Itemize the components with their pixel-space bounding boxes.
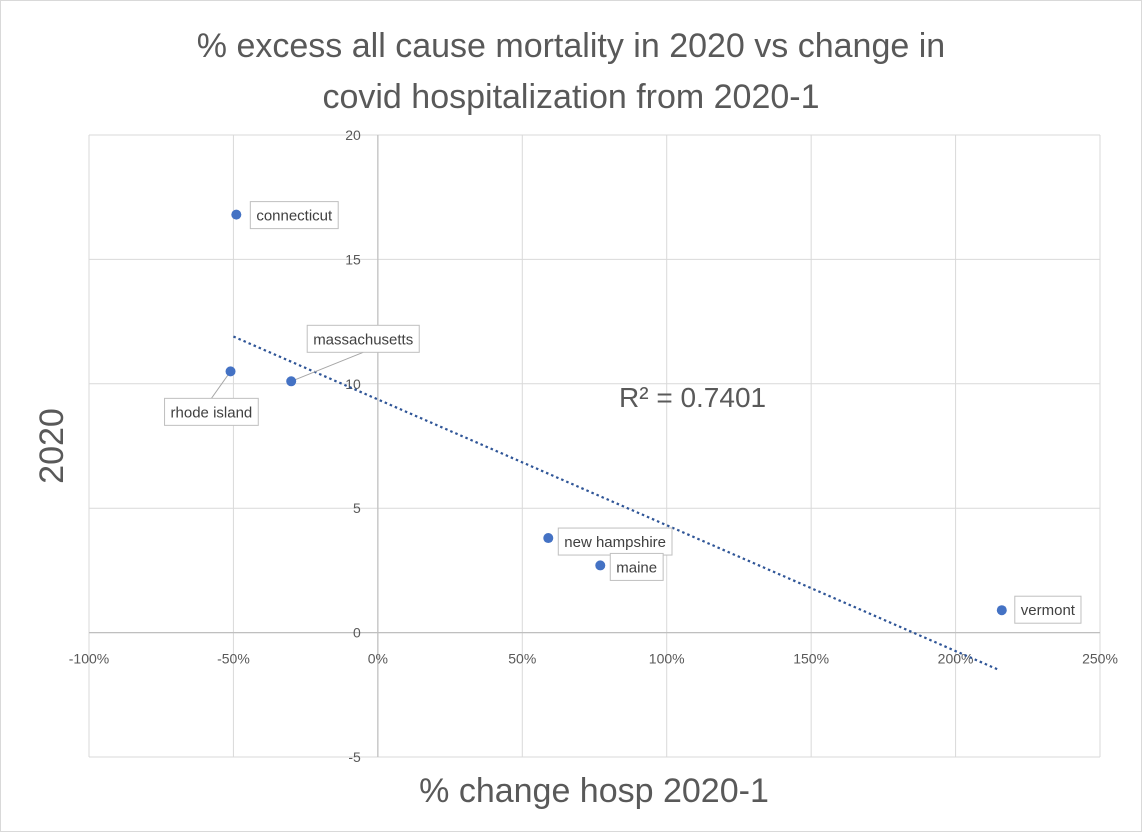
- data-label-text: connecticut: [256, 208, 333, 225]
- data-label: rhode island: [164, 397, 259, 426]
- x-tick-label: 50%: [508, 651, 536, 667]
- x-tick-label: 250%: [1082, 651, 1118, 667]
- data-point: [595, 560, 606, 571]
- y-tick-labels: -5 0 5 10 15 20: [345, 127, 361, 765]
- trendline-group: [232, 335, 1000, 671]
- data-point: [286, 376, 297, 387]
- x-tick-label: 0%: [368, 651, 388, 667]
- y-tick-label: 5: [353, 500, 361, 516]
- label-leader-line: [210, 371, 231, 399]
- data-label: new hampshire: [557, 527, 673, 556]
- data-point: [543, 533, 554, 544]
- y-tick-label: 20: [345, 127, 361, 143]
- chart-title-line-1: % excess all cause mortality in 2020 vs …: [197, 27, 945, 65]
- y-axis-title: 2020: [33, 408, 71, 484]
- data-label-boxes: connecticut rhode island massachusetts new …: [164, 201, 1082, 624]
- y-tick-label: 10: [345, 376, 361, 392]
- data-label-text: vermont: [1021, 602, 1076, 619]
- data-label-box: [557, 527, 673, 556]
- x-tick-labels: -100% -50% 0% 50% 100% 150% 200% 250%: [69, 651, 1118, 667]
- data-label: maine: [609, 552, 664, 581]
- y-tick-label: -5: [348, 749, 361, 765]
- data-label: connecticut: [249, 201, 339, 230]
- x-tick-label: -50%: [217, 651, 250, 667]
- x-axis-title: % change hosp 2020-1: [419, 772, 769, 810]
- data-label-text: massachusetts: [313, 331, 413, 348]
- label-leader-lines: [210, 351, 364, 399]
- x-tick-label: -100%: [69, 651, 109, 667]
- data-point: [225, 366, 236, 377]
- data-label-box: [164, 397, 259, 426]
- x-tick-label: 200%: [938, 651, 974, 667]
- data-label-box: [1014, 595, 1082, 624]
- axes: [89, 135, 1100, 757]
- data-point: [996, 605, 1007, 616]
- data-label-text: maine: [616, 559, 657, 576]
- data-label-text: rhode island: [171, 404, 253, 421]
- trendline: [232, 335, 1000, 671]
- r-squared-label: R² = 0.7401: [619, 382, 766, 413]
- data-label: massachusetts: [306, 324, 420, 353]
- data-label-box: [249, 201, 339, 230]
- data-label: vermont: [1014, 595, 1082, 624]
- data-point: [231, 209, 242, 220]
- data-label-text: new hampshire: [564, 534, 666, 551]
- data-label-box: [306, 324, 420, 353]
- x-tick-label: 150%: [793, 651, 829, 667]
- data-label-box: [609, 552, 664, 581]
- y-tick-label: 0: [353, 625, 361, 641]
- y-tick-label: 15: [345, 251, 361, 267]
- data-points: [225, 209, 1007, 616]
- vertical-gridlines: [88, 135, 1101, 757]
- chart-title-line-2: covid hospitalization from 2020-1: [322, 78, 819, 116]
- label-leader-line: [291, 351, 364, 382]
- x-tick-label: 100%: [649, 651, 685, 667]
